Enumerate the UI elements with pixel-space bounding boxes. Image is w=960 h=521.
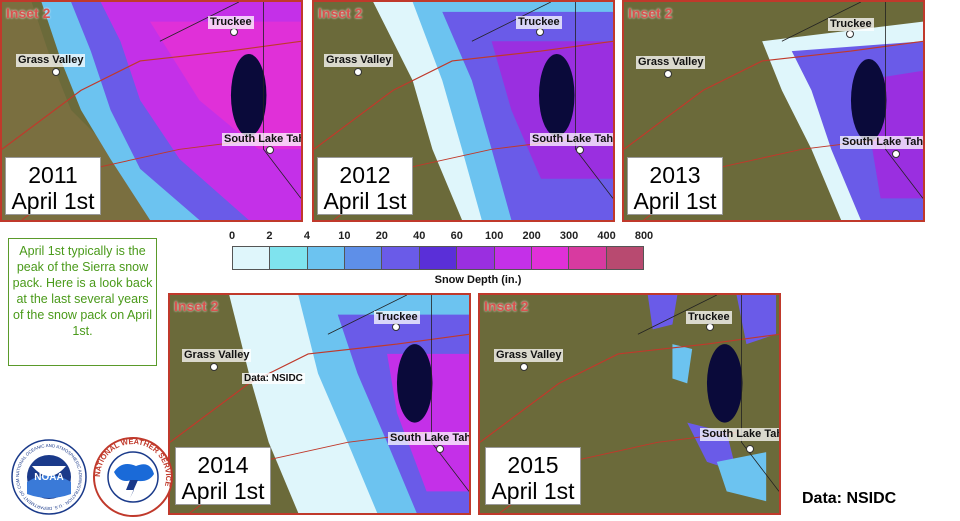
town-south-lake-tahoe: South Lake Tahoe xyxy=(840,136,923,149)
map-panel-2012: Inset 2 Truckee Grass Valley South Lake … xyxy=(312,0,615,222)
grass-valley-marker xyxy=(354,68,362,76)
truckee-marker xyxy=(536,28,544,36)
inset-label: Inset 2 xyxy=(484,298,529,314)
town-truckee: Truckee xyxy=(828,18,874,31)
grass-valley-marker xyxy=(520,363,528,371)
legend-tick-label: 0 xyxy=(228,230,236,242)
south-lake-tahoe-marker xyxy=(266,146,274,154)
snow-map-2013 xyxy=(624,2,923,220)
date-label: April 1st xyxy=(181,478,265,504)
legend-tick-label: 4 xyxy=(303,230,310,242)
map-panel-2013: Inset 2 Truckee Grass Valley South Lake … xyxy=(622,0,925,222)
legend-swatch xyxy=(382,247,420,269)
legend-swatch xyxy=(307,247,346,269)
date-label: April 1st xyxy=(491,478,575,504)
legend-tick-label: 100 xyxy=(484,230,504,242)
legend-ticks: 0 2 4 10 20 40 60 100 200 300 400 800 xyxy=(228,230,653,244)
map-panel-2015: Inset 2 Truckee Grass Valley South Lake … xyxy=(478,293,781,515)
grass-valley-marker xyxy=(52,68,60,76)
data-credit: Data: NSIDC xyxy=(802,490,897,507)
legend-tick-label: 20 xyxy=(375,230,388,242)
snow-map-2012 xyxy=(314,2,613,220)
year-label-box: 2014 April 1st xyxy=(175,447,271,505)
truckee-marker xyxy=(706,323,714,331)
legend-title: Snow Depth (in.) xyxy=(434,274,522,286)
year-label: 2015 xyxy=(507,452,559,478)
grass-valley-marker xyxy=(664,70,672,78)
year-label-box: 2013 April 1st xyxy=(627,157,723,215)
truckee-marker xyxy=(230,28,238,36)
town-grass-valley: Grass Valley xyxy=(494,349,564,362)
legend-tick-label: 2 xyxy=(266,230,273,242)
legend-tick-label: 60 xyxy=(450,230,463,242)
town-grass-valley: Grass Valley xyxy=(636,56,706,69)
south-lake-tahoe-marker xyxy=(436,445,444,453)
legend-tick-label: 800 xyxy=(634,230,654,242)
date-label: April 1st xyxy=(11,188,95,214)
town-truckee: Truckee xyxy=(374,311,420,324)
town-grass-valley: Grass Valley xyxy=(324,54,394,67)
south-lake-tahoe-marker xyxy=(746,445,754,453)
inset-label: Inset 2 xyxy=(318,5,363,21)
noaa-logo: NOAA NATIONAL OCEANIC AND ATMOSPHERIC AD… xyxy=(10,438,87,515)
legend-swatch xyxy=(419,247,458,269)
date-label: April 1st xyxy=(323,188,407,214)
legend-swatch xyxy=(345,247,383,269)
year-label: 2014 xyxy=(197,452,249,478)
legend-swatch xyxy=(569,247,607,269)
legend-tick-label: 300 xyxy=(559,230,579,242)
south-lake-tahoe-marker xyxy=(576,146,584,154)
legend-swatch xyxy=(270,247,308,269)
year-label: 2012 xyxy=(339,162,391,188)
inset-label: Inset 2 xyxy=(628,5,673,21)
legend-swatch xyxy=(233,247,271,269)
legend-tick-label: 400 xyxy=(597,230,616,242)
legend-tick-label: 10 xyxy=(338,230,351,242)
year-label: 2011 xyxy=(28,162,78,188)
truckee-marker xyxy=(392,323,400,331)
map-panel-2014: Inset 2 Truckee Grass Valley Data: NSIDC… xyxy=(168,293,471,515)
truckee-marker xyxy=(846,30,854,38)
legend-swatch xyxy=(457,247,495,269)
town-south-lake-tahoe: South Lake Tahoe xyxy=(700,428,779,441)
inline-data-credit: Data: NSIDC xyxy=(242,373,305,384)
year-label-box: 2012 April 1st xyxy=(317,157,413,215)
inset-label: Inset 2 xyxy=(174,298,219,314)
south-lake-tahoe-marker xyxy=(892,150,900,158)
legend-color-bar xyxy=(232,246,644,270)
legend-swatch xyxy=(606,247,643,269)
year-label-box: 2015 April 1st xyxy=(485,447,581,505)
year-label-box: 2011 April 1st xyxy=(5,157,101,215)
legend-swatch xyxy=(494,247,532,269)
town-south-lake-tahoe: South Lake Tahoe xyxy=(222,133,301,146)
legend-swatch xyxy=(531,247,570,269)
inset-label: Inset 2 xyxy=(6,5,51,21)
town-truckee: Truckee xyxy=(516,16,562,29)
info-note: April 1st typically is the peak of the S… xyxy=(8,238,157,366)
date-label: April 1st xyxy=(633,188,717,214)
town-truckee: Truckee xyxy=(686,311,732,324)
map-panel-2011: Inset 2 Truckee Grass Valley South Lake … xyxy=(0,0,303,222)
legend-tick-label: 40 xyxy=(413,230,426,242)
grass-valley-marker xyxy=(210,363,218,371)
snow-map-2014 xyxy=(170,295,469,513)
town-south-lake-tahoe: South Lake Tahoe xyxy=(530,133,613,146)
svg-text:NOAA: NOAA xyxy=(34,472,63,483)
snow-depth-legend: 0 2 4 10 20 40 60 100 200 300 400 800 Snow Depth (i… xyxy=(228,230,653,286)
town-grass-valley: Grass Valley xyxy=(182,349,252,362)
year-label: 2013 xyxy=(649,162,701,188)
town-truckee: Truckee xyxy=(208,16,254,29)
town-grass-valley: Grass Valley xyxy=(16,54,86,67)
legend-tick-label: 200 xyxy=(522,230,541,242)
town-south-lake-tahoe: South Lake Tahoe xyxy=(388,432,469,445)
nws-logo: NATIONAL WEATHER SERVICE xyxy=(93,437,173,517)
